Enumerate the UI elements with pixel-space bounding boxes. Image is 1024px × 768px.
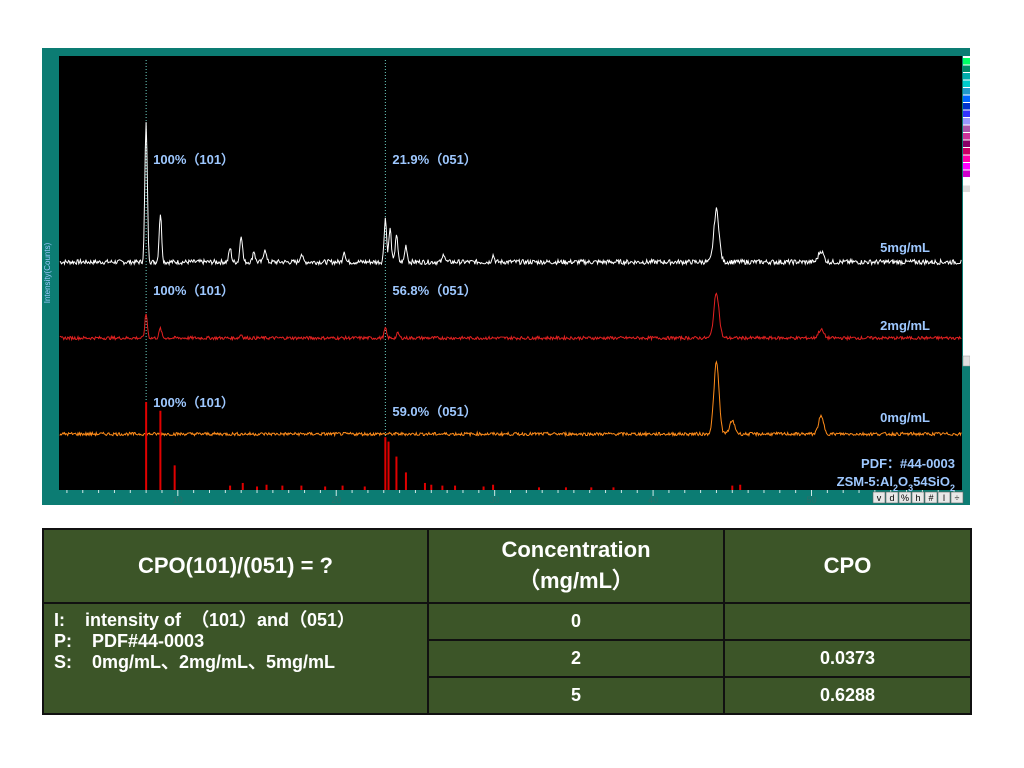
palette-swatch bbox=[963, 163, 970, 170]
series-label: 0mg/mL bbox=[880, 410, 930, 425]
notes-cell: I: intensity of （101）and（051） P: PDF#44-… bbox=[42, 602, 429, 715]
toolbar-button-face bbox=[937, 491, 951, 504]
toolbar-button-label: h bbox=[915, 493, 920, 503]
palette-swatch bbox=[963, 140, 970, 147]
toolbar-button-5[interactable]: l bbox=[937, 491, 951, 504]
toolbar-button-face bbox=[885, 491, 899, 504]
subscript: 3 bbox=[908, 483, 913, 493]
toolbar-button-2[interactable]: % bbox=[898, 491, 912, 504]
series-line bbox=[59, 122, 962, 267]
peak-annotation: 59.0%（051） bbox=[392, 404, 477, 419]
concentration-header-unit: （mg/mL） bbox=[517, 568, 635, 593]
reference-phase-label: ZSM-5:Al2O354SiO2 bbox=[837, 474, 955, 493]
xrd-chart-panel: Intensity(Counts) 5mg/mL 100%（101） 21.9%（05… bbox=[42, 48, 970, 505]
cpo-header: CPO bbox=[723, 528, 972, 604]
toolbar-button-face bbox=[924, 491, 938, 504]
x-tick-label: 40 bbox=[648, 495, 658, 505]
toolbar-button-label: # bbox=[928, 493, 933, 503]
note-samples: S: 0mg/mL、2mg/mL、5mg/mL bbox=[54, 652, 336, 672]
toolbar-button-label: v bbox=[877, 493, 882, 503]
palette-swatch bbox=[963, 88, 970, 95]
palette-swatch bbox=[963, 155, 970, 162]
xrd-chart: Intensity(Counts) 5mg/mL 100%（101） 21.9%（05… bbox=[43, 56, 970, 505]
toolbar-button-1[interactable]: d bbox=[885, 491, 899, 504]
table-row: 2 0.0373 bbox=[43, 639, 972, 678]
table-header-row: CPO(101)/(051) = ? Concentration （mg/mL）… bbox=[42, 528, 972, 604]
toolbar-button-label: d bbox=[889, 493, 894, 503]
palette-swatch bbox=[963, 118, 970, 125]
peak-annotation: 100%（101） bbox=[153, 283, 234, 298]
toolbar-button-face bbox=[872, 491, 886, 504]
concentration-header: Concentration （mg/mL） bbox=[427, 528, 725, 604]
toolbar-button-0[interactable]: v bbox=[872, 491, 886, 504]
palette-swatch bbox=[963, 65, 970, 72]
x-tick-label: 30 bbox=[490, 495, 500, 505]
palette-swatch bbox=[963, 73, 970, 80]
palette-swatch bbox=[963, 58, 970, 65]
palette-swatch bbox=[963, 103, 970, 110]
x-axis-strip bbox=[59, 491, 962, 504]
palette-swatch bbox=[963, 110, 970, 117]
palette-swatch bbox=[963, 125, 970, 132]
toolbar-button-label: ÷ bbox=[955, 493, 960, 503]
concentration-cell: 0 bbox=[427, 602, 725, 641]
x-tick-label: 20 bbox=[331, 495, 341, 505]
scrollbar-handle[interactable] bbox=[962, 355, 970, 367]
peak-annotation: 56.8%（051） bbox=[392, 283, 477, 298]
toolbar-button-label: % bbox=[901, 493, 909, 503]
plot-area bbox=[59, 56, 962, 490]
note-intensity: I: intensity of （101）and（051） bbox=[54, 610, 356, 630]
palette-swatch bbox=[963, 148, 970, 155]
x-tick-label: 10 bbox=[173, 495, 183, 505]
palette-strip bbox=[963, 56, 970, 361]
toolbar-button-label: l bbox=[943, 493, 945, 503]
palette-swatch bbox=[963, 80, 970, 87]
series-label: 5mg/mL bbox=[880, 240, 930, 255]
cpo-cell bbox=[723, 602, 972, 641]
peak-annotation: 21.9%（051） bbox=[392, 152, 477, 167]
label-part: ZSM-5:Al bbox=[837, 474, 893, 489]
toolbar-button-4[interactable]: # bbox=[924, 491, 938, 504]
toolbar-button-face bbox=[950, 491, 964, 504]
peak-annotation: 100%（101） bbox=[153, 152, 234, 167]
concentration-cell: 5 bbox=[427, 676, 725, 715]
subscript: 2 bbox=[893, 483, 898, 493]
toolbar-button-face bbox=[911, 491, 925, 504]
palette-swatch bbox=[963, 95, 970, 102]
label-part: O bbox=[898, 474, 908, 489]
note-pdf: P: PDF#44-0003 bbox=[54, 631, 205, 651]
palette-swatch bbox=[963, 185, 970, 192]
x-tick-label: 50 bbox=[806, 495, 816, 505]
toolbar-button-face bbox=[898, 491, 912, 504]
concentration-cell: 2 bbox=[427, 639, 725, 678]
palette-swatch bbox=[963, 133, 970, 140]
table-row: 5 0.6288 bbox=[43, 676, 972, 715]
series-line bbox=[59, 360, 962, 438]
toolbar-button-6[interactable]: ÷ bbox=[950, 491, 964, 504]
series-line bbox=[59, 292, 962, 342]
concentration-header-label: Concentration bbox=[501, 537, 651, 562]
toolbar-button-3[interactable]: h bbox=[911, 491, 925, 504]
label-part: 54SiO bbox=[913, 474, 950, 489]
cpo-table: CPO(101)/(051) = ? Concentration （mg/mL）… bbox=[42, 528, 972, 715]
peak-annotation: 100%（101） bbox=[153, 395, 234, 410]
cpo-cell: 0.0373 bbox=[723, 639, 972, 678]
subscript: 2 bbox=[950, 483, 955, 493]
series-label: 2mg/mL bbox=[880, 318, 930, 333]
y-axis-label: Intensity(Counts) bbox=[43, 242, 52, 303]
palette-swatch bbox=[963, 178, 970, 185]
reference-pdf-label: PDF：#44-0003 bbox=[861, 456, 955, 471]
formula-header: CPO(101)/(051) = ? bbox=[42, 528, 429, 604]
table-row: I: intensity of （101）and（051） P: PDF#44-… bbox=[42, 602, 972, 715]
palette-swatch bbox=[963, 170, 970, 177]
cpo-cell: 0.6288 bbox=[723, 676, 972, 715]
